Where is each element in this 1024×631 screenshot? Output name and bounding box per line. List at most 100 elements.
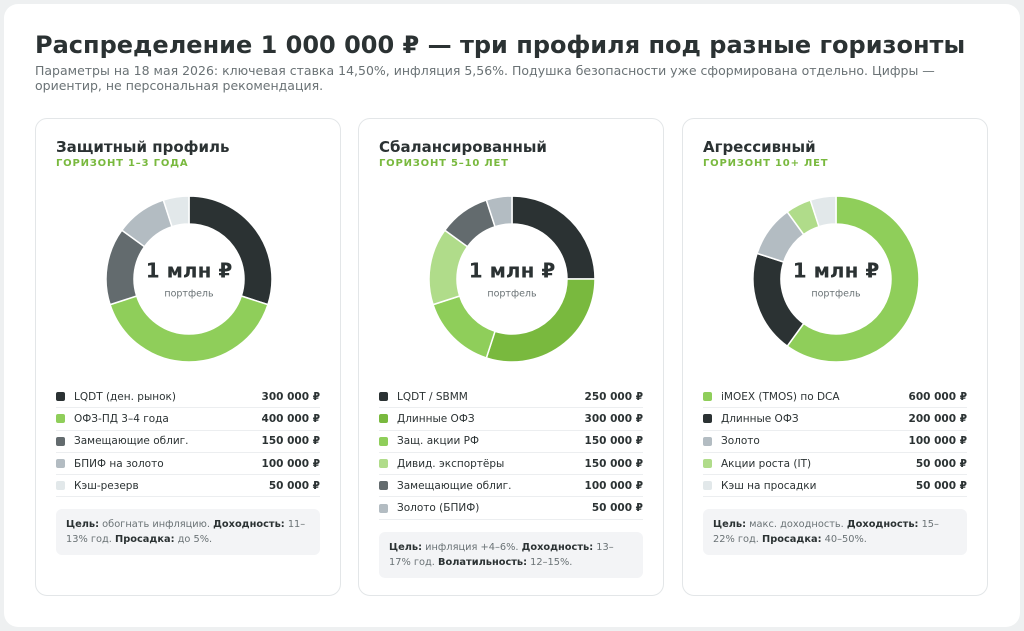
note-key: Доходность: <box>521 541 594 553</box>
donut-segment <box>809 195 837 228</box>
value-label: 50 000 ₽ <box>915 457 967 470</box>
legend-swatch <box>56 436 65 446</box>
legend-swatch <box>703 459 712 469</box>
note-key: Волатильность: <box>438 556 528 568</box>
note-key: Цель: <box>389 541 423 553</box>
value-label: 300 000 ₽ <box>584 412 643 425</box>
legend-row: LQDT (ден. рынок) 300 000 ₽ <box>56 386 320 409</box>
center-sublabel: портфель <box>487 289 537 300</box>
legend-row: LQDT / SBMM 250 000 ₽ <box>379 386 643 409</box>
legend-row: БПИФ на золото 100 000 ₽ <box>56 453 320 476</box>
value-label: 100 000 ₽ <box>908 435 967 448</box>
legend-label: ОФЗ-ПД 3–4 года <box>74 412 169 425</box>
card-horizon: ГОРИЗОНТ 1–3 ГОДА <box>56 158 189 169</box>
legend-row: Защ. акции РФ 150 000 ₽ <box>379 431 643 453</box>
legend-row: Дивид. экспортёры 150 000 ₽ <box>379 453 643 476</box>
value-label: 150 000 ₽ <box>261 435 320 448</box>
profile-card: Агрессивный ГОРИЗОНТ 10+ ЛЕТ 1 млн ₽ портфе… <box>682 118 988 596</box>
legend: LQDT / SBMM 250 000 ₽ Длинные ОФЗ 300 000 ₽… <box>379 386 643 578</box>
value-label: 150 000 ₽ <box>584 435 643 448</box>
legend-label: Кэш-резерв <box>74 479 139 492</box>
note-text: 11–13% год. <box>66 519 306 546</box>
legend-row: ОФЗ-ПД 3–4 года 400 000 ₽ <box>56 408 320 431</box>
value-label: 200 000 ₽ <box>908 412 967 425</box>
legend-row: Золото (БПИФ) 50 000 ₽ <box>379 497 643 520</box>
legend-row: Акции роста (IT) 50 000 ₽ <box>703 453 967 476</box>
donut-chart: 1 млн ₽ портфель <box>428 195 596 363</box>
donut-segment <box>162 195 190 228</box>
legend-label: iMOEX (TMOS) по DCA <box>721 390 840 403</box>
legend-label: Защ. акции РФ <box>397 435 480 448</box>
legend: iMOEX (TMOS) по DCA 600 000 ₽ Длинные ОФЗ 2… <box>703 386 967 556</box>
note-text: макс. доходность. <box>749 519 844 531</box>
note-text: 12–15%. <box>530 556 573 568</box>
legend-row: Кэш на просадки 50 000 ₽ <box>703 475 967 498</box>
legend-label: Кэш на просадки <box>721 479 817 492</box>
page: Распределение 1 000 000 ₽ — три профиля … <box>4 4 1020 627</box>
legend-row: Длинные ОФЗ 300 000 ₽ <box>379 408 643 431</box>
legend-label: Замещающие облиг. <box>74 435 189 448</box>
legend-row: Длинные ОФЗ 200 000 ₽ <box>703 408 967 431</box>
profile-card: Сбалансированный ГОРИЗОНТ 5–10 ЛЕТ 1 млн ₽… <box>358 118 664 596</box>
legend-swatch <box>703 436 712 446</box>
center-label: 1 млн ₽ <box>793 259 880 283</box>
legend-swatch <box>379 459 388 469</box>
card-horizon: ГОРИЗОНТ 5–10 ЛЕТ <box>379 158 509 169</box>
center-sublabel: портфель <box>164 289 214 300</box>
legend-swatch <box>703 414 712 424</box>
legend-label: Длинные ОФЗ <box>397 412 475 425</box>
center-label: 1 млн ₽ <box>146 259 233 283</box>
legend-label: Золото (БПИФ) <box>397 502 480 515</box>
card-title: Агрессивный <box>703 138 816 156</box>
legend: LQDT (ден. рынок) 300 000 ₽ ОФЗ-ПД 3–4 год… <box>56 386 320 556</box>
donut-chart: 1 млн ₽ портфель <box>752 195 920 363</box>
value-label: 50 000 ₽ <box>591 502 643 515</box>
legend-label: Длинные ОФЗ <box>721 412 799 425</box>
legend-swatch <box>379 436 388 446</box>
legend-swatch <box>379 503 388 513</box>
note-text: обогнать инфляцию. <box>102 519 211 531</box>
value-label: 400 000 ₽ <box>261 412 320 425</box>
value-label: 300 000 ₽ <box>261 390 320 403</box>
value-label: 250 000 ₽ <box>584 390 643 403</box>
donut-segment <box>485 195 513 228</box>
donut-segment <box>786 195 920 363</box>
card-horizon: ГОРИЗОНТ 10+ ЛЕТ <box>703 158 829 169</box>
note-text: инфляция +4–6%. <box>425 541 519 553</box>
value-label: 50 000 ₽ <box>268 479 320 492</box>
legend-row: iMOEX (TMOS) по DCA 600 000 ₽ <box>703 386 967 409</box>
legend-label: Золото <box>721 435 760 448</box>
legend-row: Кэш-резерв 50 000 ₽ <box>56 475 320 498</box>
note-text: 13–17% год. <box>389 541 614 568</box>
legend-swatch <box>56 392 65 402</box>
legend-swatch <box>379 392 388 402</box>
value-label: 150 000 ₽ <box>584 457 643 470</box>
value-label: 100 000 ₽ <box>584 479 643 492</box>
value-label: 100 000 ₽ <box>261 457 320 470</box>
page-subtitle: Параметры на 18 мая 2026: ключевая ставк… <box>35 63 935 93</box>
note-text: 40–50%. <box>824 534 867 546</box>
note: Цель: инфляция +4–6%. Доходность: 13–17%… <box>379 531 643 578</box>
legend-label: Акции роста (IT) <box>721 457 812 470</box>
note-text: 15–22% год. <box>713 519 939 546</box>
note-key: Просадка: <box>115 534 175 546</box>
center-label: 1 млн ₽ <box>469 259 556 283</box>
legend-label: LQDT / SBMM <box>397 390 468 403</box>
note-key: Доходность: <box>846 519 919 531</box>
donut-segment <box>109 295 269 363</box>
legend-row: Замещающие облиг. 100 000 ₽ <box>379 475 643 498</box>
legend-swatch <box>56 414 65 424</box>
value-label: 600 000 ₽ <box>908 390 967 403</box>
legend-swatch <box>703 392 712 402</box>
legend-label: БПИФ на золото <box>74 457 164 470</box>
legend-row: Золото 100 000 ₽ <box>703 431 967 453</box>
legend-swatch <box>56 459 65 469</box>
value-label: 50 000 ₽ <box>915 479 967 492</box>
legend-label: LQDT (ден. рынок) <box>74 390 176 403</box>
page-title: Распределение 1 000 000 ₽ — три профиля … <box>35 31 966 59</box>
note-key: Доходность: <box>213 519 285 531</box>
legend-label: Замещающие облиг. <box>397 479 512 492</box>
note-key: Цель: <box>66 519 100 531</box>
note-text: до 5%. <box>177 534 213 546</box>
